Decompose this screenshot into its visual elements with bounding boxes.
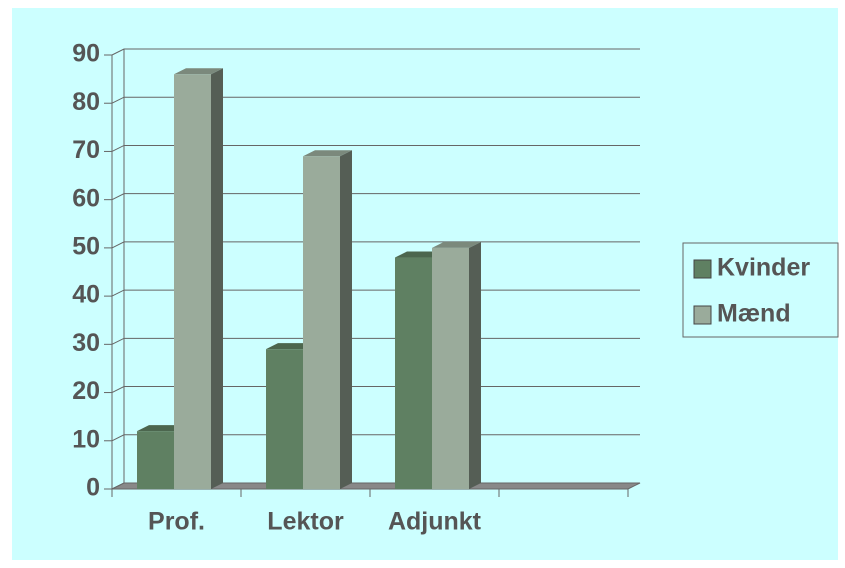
bar-side xyxy=(340,150,352,489)
legend-label: Kvinder xyxy=(717,254,810,282)
bar-front xyxy=(303,156,340,489)
y-tick-label: 90 xyxy=(72,40,100,68)
y-tick-label: 50 xyxy=(72,232,100,260)
bar-top xyxy=(174,68,223,75)
bar-top xyxy=(137,425,186,432)
bar-side xyxy=(211,68,223,490)
bar-top xyxy=(432,241,481,248)
bar-front xyxy=(266,349,303,489)
legend-swatch xyxy=(693,259,712,279)
x-tick-label: Lektor xyxy=(267,508,344,536)
bar xyxy=(303,150,352,489)
y-tick-label: 60 xyxy=(72,184,100,212)
bar-top xyxy=(266,343,315,350)
x-tick-label: Adjunkt xyxy=(388,508,482,536)
legend-box xyxy=(682,242,839,338)
bar xyxy=(174,68,223,490)
y-tick-label: 70 xyxy=(72,136,100,164)
y-tick-label: 20 xyxy=(72,377,100,405)
bar-top xyxy=(395,251,444,258)
bar xyxy=(432,241,481,489)
bar-front xyxy=(137,431,174,489)
y-tick-label: 10 xyxy=(72,425,100,453)
bar-side xyxy=(469,241,481,489)
y-tick-label: 80 xyxy=(72,88,100,116)
bar-front xyxy=(395,257,432,489)
y-tick-label: 30 xyxy=(72,329,100,357)
bar-front xyxy=(432,247,469,489)
bar-top xyxy=(303,150,352,157)
y-tick-label: 40 xyxy=(72,281,100,309)
legend-swatch xyxy=(693,305,712,325)
y-tick-label: 0 xyxy=(86,474,100,502)
legend-label: Mænd xyxy=(717,300,791,328)
x-tick-label: Prof. xyxy=(148,508,205,536)
bar-front xyxy=(174,74,211,490)
